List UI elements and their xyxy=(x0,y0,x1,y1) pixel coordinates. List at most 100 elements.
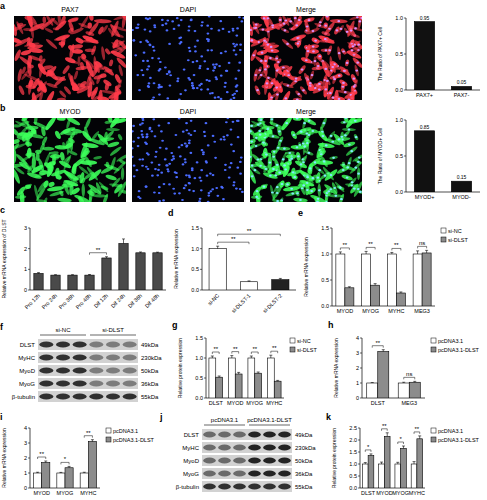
nucleus xyxy=(153,24,156,26)
x-tick-label: Dif 48h xyxy=(144,292,161,309)
nucleus xyxy=(148,44,151,46)
nucleus xyxy=(206,25,209,27)
nucleus xyxy=(339,187,342,189)
nucleus xyxy=(132,29,134,31)
nucleus xyxy=(210,28,213,30)
nucleus xyxy=(132,140,135,142)
nucleus xyxy=(357,44,360,46)
significance-bracket xyxy=(414,432,420,434)
nucleus xyxy=(158,164,161,166)
panel-letter: e xyxy=(298,208,303,218)
y-axis-label: Relative mRNA expression xyxy=(1,428,7,488)
nucleus xyxy=(309,82,312,84)
cell xyxy=(301,140,306,147)
nucleus xyxy=(174,171,177,173)
nucleus xyxy=(159,61,162,63)
nucleus xyxy=(277,147,280,149)
bar xyxy=(57,473,65,488)
cell xyxy=(85,36,93,42)
nucleus xyxy=(284,19,287,21)
nucleus xyxy=(169,84,172,86)
protein-label: MyHC xyxy=(182,445,199,451)
blot-band xyxy=(248,471,261,477)
nucleus xyxy=(318,88,321,90)
data-label: 0.95 xyxy=(420,15,430,21)
nucleus xyxy=(332,97,335,99)
cell xyxy=(101,24,109,33)
nucleus xyxy=(271,49,274,51)
nucleus xyxy=(324,68,327,70)
cell xyxy=(17,68,23,82)
nucleus xyxy=(181,199,184,201)
nucleus xyxy=(351,49,354,51)
nucleus xyxy=(254,169,257,171)
nucleus xyxy=(293,134,296,136)
bar-chart: 01234Relative mRNA expressionMYODMYOGMYH… xyxy=(1,425,155,496)
nucleus xyxy=(200,88,203,90)
nucleus xyxy=(312,30,315,32)
cell xyxy=(68,150,78,157)
cell xyxy=(102,79,112,88)
legend-swatch xyxy=(441,228,446,233)
nucleus xyxy=(217,96,220,98)
nucleus xyxy=(157,169,160,171)
nucleus xyxy=(312,45,315,47)
y-axis xyxy=(362,338,363,398)
nucleus xyxy=(145,40,148,42)
nucleus xyxy=(164,158,167,160)
nucleus xyxy=(307,152,310,154)
nucleus xyxy=(175,134,178,136)
x-tick-label: Pro 24h xyxy=(40,292,58,310)
nucleus xyxy=(302,184,305,186)
nucleus xyxy=(270,46,273,48)
nucleus xyxy=(284,97,287,99)
nucleus xyxy=(332,157,335,159)
x-tick-label: si-DLST-2 xyxy=(262,292,284,314)
nucleus xyxy=(145,17,148,19)
nucleus xyxy=(311,74,314,76)
nucleus xyxy=(240,156,243,158)
y-tick-label: 1 xyxy=(24,470,27,476)
nucleus xyxy=(144,28,147,30)
nucleus xyxy=(329,92,332,94)
nucleus xyxy=(239,173,242,175)
micrograph xyxy=(132,16,244,100)
nucleus xyxy=(260,60,263,62)
nucleus xyxy=(283,23,286,25)
cell xyxy=(324,16,330,21)
bar xyxy=(451,86,471,90)
marks xyxy=(209,246,289,290)
blot-band xyxy=(248,484,261,490)
nucleus xyxy=(355,136,358,138)
y-tick-label: 2.0 xyxy=(349,437,357,443)
nucleus xyxy=(346,31,349,33)
y-tick-label: 4 xyxy=(24,425,27,431)
cell xyxy=(109,145,123,157)
nucleus xyxy=(326,80,329,82)
cell xyxy=(250,49,258,62)
cell xyxy=(278,17,282,24)
nucleus xyxy=(193,74,196,76)
cell xyxy=(25,152,35,157)
nucleus xyxy=(330,174,333,176)
nucleus xyxy=(276,200,279,202)
legend-label: pcDNA3.1 xyxy=(438,338,463,344)
nucleus xyxy=(331,141,334,143)
nucleus xyxy=(152,96,155,98)
nucleus xyxy=(355,69,358,71)
cell xyxy=(14,49,22,62)
cell xyxy=(253,22,260,27)
x-tick-label: DLST xyxy=(361,490,376,496)
nucleus xyxy=(300,131,303,133)
cell xyxy=(121,190,126,195)
nucleus xyxy=(165,148,168,150)
significance-bracket xyxy=(251,352,258,354)
nucleus xyxy=(331,66,334,68)
blot-strip xyxy=(38,378,138,389)
nucleus xyxy=(166,73,169,75)
bar xyxy=(34,273,43,290)
error-bar xyxy=(248,280,251,282)
nucleus xyxy=(344,134,347,136)
blot-band xyxy=(278,471,291,477)
nucleus xyxy=(166,164,169,166)
